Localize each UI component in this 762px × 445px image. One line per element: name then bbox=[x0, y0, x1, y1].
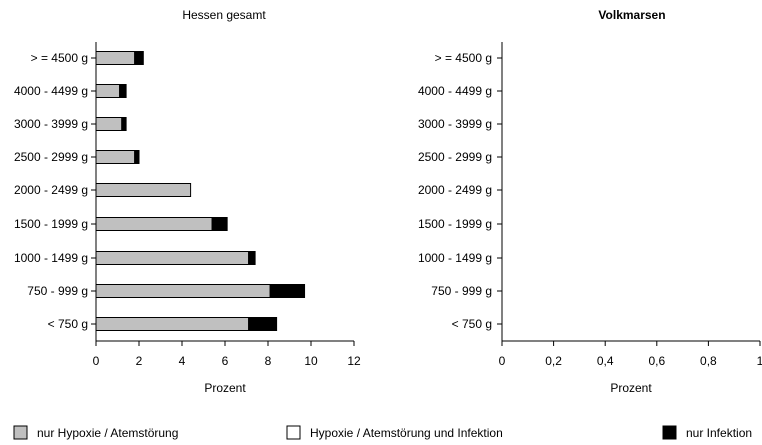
x-axis-label-volkmarsen: Prozent bbox=[610, 381, 652, 395]
category-label: 2500 - 2999 g bbox=[418, 150, 492, 164]
bar-infektion bbox=[134, 150, 140, 164]
category-label: 750 - 999 g bbox=[431, 284, 492, 298]
legend-swatch-both bbox=[286, 425, 301, 440]
x-tick-label: 8 bbox=[265, 354, 272, 368]
category-label: 2500 - 2999 g bbox=[14, 150, 88, 164]
x-tick-label: 0,4 bbox=[597, 354, 614, 368]
bar-hypoxie bbox=[95, 284, 271, 298]
bar-hypoxie bbox=[95, 183, 192, 197]
x-tick-label: 0,6 bbox=[648, 354, 665, 368]
x-tick-label: 4 bbox=[179, 354, 186, 368]
category-label: 3000 - 3999 g bbox=[14, 117, 88, 131]
x-axis-label-hessen: Prozent bbox=[204, 381, 246, 395]
category-label: 2000 - 2499 g bbox=[418, 183, 492, 197]
bar-hypoxie bbox=[95, 84, 121, 98]
x-tick-label: 1 bbox=[757, 354, 762, 368]
category-label: 750 - 999 g bbox=[27, 284, 88, 298]
category-label: > = 4500 g bbox=[435, 51, 492, 65]
bar-hypoxie bbox=[95, 150, 136, 164]
legend: nur Hypoxie / Atemstörung Hypoxie / Atem… bbox=[13, 425, 752, 440]
bar-infektion bbox=[269, 284, 306, 298]
legend-label-both: Hypoxie / Atemstörung und Infektion bbox=[310, 426, 503, 440]
x-tick-label: 2 bbox=[136, 354, 143, 368]
bar-hypoxie bbox=[95, 317, 250, 331]
legend-swatch-infektion bbox=[662, 425, 677, 440]
x-tick-label: 6 bbox=[222, 354, 229, 368]
category-label: 4000 - 4499 g bbox=[14, 84, 88, 98]
legend-swatch-hypoxie bbox=[13, 425, 28, 440]
x-tick-label: 0,2 bbox=[545, 354, 562, 368]
category-label: 4000 - 4499 g bbox=[418, 84, 492, 98]
category-label: 2000 - 2499 g bbox=[14, 183, 88, 197]
bar-infektion bbox=[248, 317, 278, 331]
bar-hypoxie bbox=[95, 51, 136, 65]
bar-hypoxie bbox=[95, 117, 123, 131]
x-tick-label: 0 bbox=[93, 354, 100, 368]
bar-hypoxie bbox=[95, 251, 250, 265]
category-label: 1500 - 1999 g bbox=[418, 217, 492, 231]
x-tick-label: 12 bbox=[347, 354, 361, 368]
legend-label-hypoxie: nur Hypoxie / Atemstörung bbox=[37, 426, 178, 440]
bar-infektion bbox=[119, 84, 127, 98]
category-label: 1000 - 1499 g bbox=[14, 251, 88, 265]
chart-title-volkmarsen: Volkmarsen bbox=[598, 8, 665, 22]
category-label: > = 4500 g bbox=[31, 51, 88, 65]
bar-hypoxie bbox=[95, 217, 213, 231]
chart-title-hessen: Hessen gesamt bbox=[182, 8, 266, 22]
category-label: < 750 g bbox=[452, 317, 492, 331]
bar-infektion bbox=[248, 251, 256, 265]
chart-hessen-gesamt: Hessen gesamt > = 4500 g 4000 - 4499 g 300… bbox=[14, 8, 361, 395]
x-tick-label: 0,8 bbox=[700, 354, 717, 368]
category-label: 3000 - 3999 g bbox=[418, 117, 492, 131]
bar-infektion bbox=[134, 51, 144, 65]
x-tick-label: 0 bbox=[499, 354, 506, 368]
bar-infektion bbox=[121, 117, 127, 131]
category-label: 1500 - 1999 g bbox=[14, 217, 88, 231]
x-tick-label: 10 bbox=[304, 354, 318, 368]
legend-label-infektion: nur Infektion bbox=[686, 426, 752, 440]
bar-infektion bbox=[211, 217, 228, 231]
category-label: 1000 - 1499 g bbox=[418, 251, 492, 265]
chart-volkmarsen: Volkmarsen > = 4500 g 4000 - 4499 g 3000 -… bbox=[418, 8, 762, 395]
category-label: < 750 g bbox=[48, 317, 88, 331]
